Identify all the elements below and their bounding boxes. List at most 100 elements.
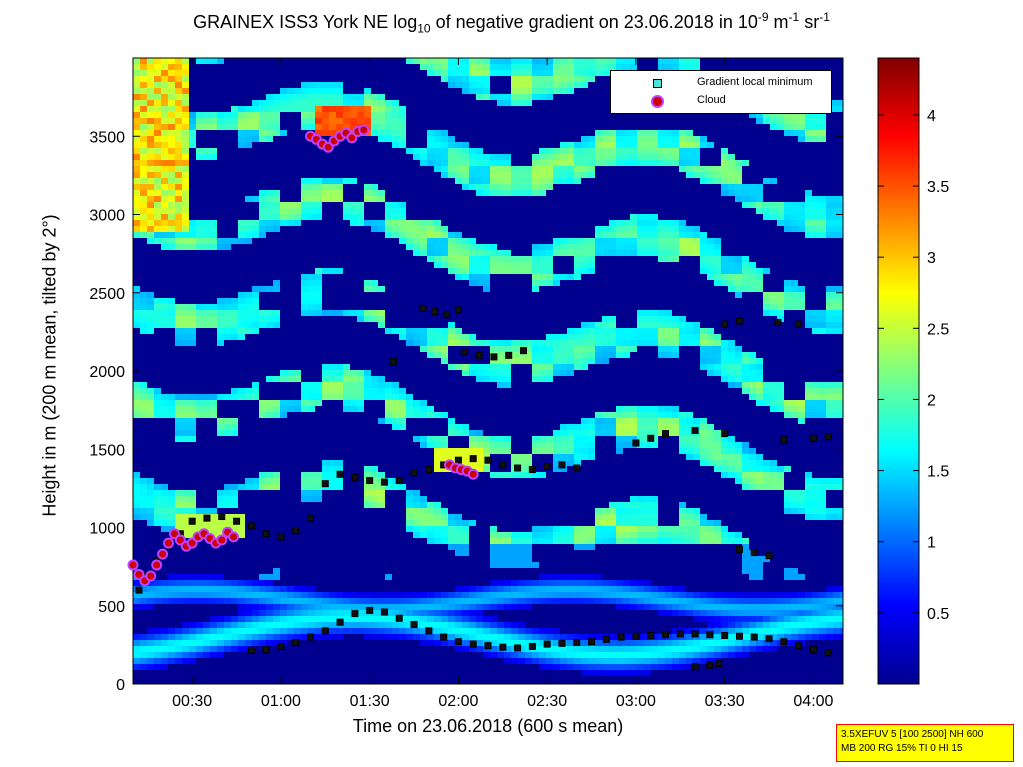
gradient-minimum-point	[735, 545, 743, 553]
gradient-minimum-point	[366, 606, 374, 614]
legend-item-cloud: Cloud	[611, 93, 831, 109]
gradient-minimum-point	[262, 530, 270, 538]
chart-title: GRAINEX ISS3 York NE log10 of negative g…	[193, 10, 830, 36]
gradient-minimum-point	[809, 434, 817, 442]
y-tick-label: 2500	[89, 286, 125, 303]
x-tick-label: 03:30	[705, 693, 745, 710]
gradient-minimum-point	[721, 631, 729, 639]
colorbar	[877, 57, 920, 685]
gradient-minimum-point	[543, 640, 551, 648]
gradient-minimum-point	[484, 456, 492, 464]
colorbar-tick-label: 2	[927, 392, 936, 409]
gradient-minimum-point	[795, 320, 803, 328]
gradient-minimum-point	[454, 306, 462, 314]
gradient-minimum-point	[505, 351, 513, 359]
legend-label: Gradient local minimum	[697, 76, 813, 88]
gradient-minimum-point	[691, 426, 699, 434]
gradient-minimum-point	[395, 614, 403, 622]
gradient-minimum-point	[528, 466, 536, 474]
gradient-minimum-point	[277, 642, 285, 650]
gradient-minimum-point	[484, 642, 492, 650]
colorbar-tick-label: 4	[927, 108, 936, 125]
colorbar-tick-label: 3.5	[927, 179, 949, 196]
markers-layer	[127, 124, 832, 671]
gradient-minimum-point	[395, 477, 403, 485]
gradient-minimum-point	[336, 618, 344, 626]
gradient-minimum-point	[765, 635, 773, 643]
gradient-minimum-point	[366, 477, 374, 485]
gradient-minimum-point	[573, 639, 581, 647]
y-tick-label: 500	[98, 599, 125, 616]
square-marker-icon	[653, 79, 662, 88]
gradient-minimum-point	[765, 552, 773, 560]
heatmap-field	[133, 58, 843, 684]
gradient-minimum-point	[203, 514, 211, 522]
x-tick-label: 01:30	[350, 693, 390, 710]
gradient-minimum-point	[706, 631, 714, 639]
gradient-minimum-point	[721, 320, 729, 328]
gradient-minimum-point	[188, 517, 196, 525]
x-tick-label: 02:00	[438, 693, 478, 710]
legend: Gradient local minimum Cloud	[610, 70, 832, 114]
gradient-minimum-point	[706, 661, 714, 669]
gradient-minimum-point	[292, 639, 300, 647]
gradient-minimum-point	[662, 631, 669, 639]
x-tick-label: 02:30	[527, 693, 567, 710]
gradient-minimum-point	[750, 633, 758, 641]
cloud-point	[151, 559, 163, 571]
gradient-minimum-point	[558, 461, 566, 469]
gradient-minimum-point	[321, 627, 329, 635]
gradient-minimum-point	[380, 478, 388, 486]
y-axis-label: Height in m (200 m mean, tilted by 2°)	[39, 214, 60, 517]
info-box: 3.5XEFUV 5 [100 2500] NH 600 MB 200 RG 1…	[836, 724, 1014, 762]
gradient-minimum-point	[735, 632, 743, 640]
gradient-minimum-point	[277, 533, 285, 541]
x-tick-label: 03:00	[616, 693, 656, 710]
gradient-minimum-point	[380, 608, 388, 616]
cloud-point	[127, 559, 139, 571]
gradient-minimum-point	[647, 434, 655, 442]
gradient-minimum-point	[410, 621, 418, 629]
gradient-minimum-point	[307, 514, 314, 522]
gradient-minimum-point	[514, 644, 522, 652]
cloud-point	[157, 548, 169, 560]
gradient-minimum-point	[662, 430, 669, 438]
y-tick-label: 1000	[89, 521, 125, 538]
gradient-minimum-point	[460, 348, 468, 356]
colorbar-axis: 0.5 1 1.5 2 2.5 3 3.5 4	[878, 108, 949, 623]
gradient-minimum-point	[454, 638, 462, 646]
gradient-minimum-point	[632, 632, 640, 640]
x-tick-label: 00:30	[172, 693, 212, 710]
gradient-minimum-point	[351, 610, 359, 618]
gradient-minimum-point	[469, 455, 477, 463]
gradient-minimum-point	[419, 304, 427, 312]
gradient-minimum-point	[135, 586, 143, 594]
cloud-point	[358, 124, 370, 136]
info-line-2: MB 200 RG 15% TI 0 HI 15	[841, 743, 963, 754]
gradient-minimum-point	[233, 517, 241, 525]
colorbar-tick-label: 3	[927, 250, 936, 267]
gradient-minimum-point	[490, 353, 498, 361]
cloud-point	[145, 570, 157, 582]
gradient-minimum-point	[247, 522, 255, 530]
y-tick-label: 3500	[89, 129, 125, 146]
colorbar-tick-label: 2.5	[927, 321, 949, 338]
gradient-minimum-point	[499, 643, 507, 651]
gradient-minimum-point	[454, 456, 462, 464]
gradient-minimum-point	[389, 358, 397, 366]
gradient-minimum-point	[475, 351, 483, 359]
gradient-minimum-point	[431, 308, 439, 316]
gradient-minimum-point	[573, 464, 581, 472]
gradient-minimum-point	[780, 436, 788, 444]
cloud-point	[467, 468, 479, 480]
x-tick-label: 01:00	[261, 693, 301, 710]
gradient-minimum-point	[410, 469, 418, 477]
gradient-minimum-point	[715, 660, 723, 668]
gradient-minimum-point	[774, 318, 782, 326]
gradient-minimum-point	[543, 462, 551, 470]
gradient-minimum-point	[558, 639, 566, 647]
gradient-minimum-point	[735, 317, 743, 325]
gradient-minimum-point	[691, 630, 699, 638]
x-axis: 00:30 01:00 01:30 02:00 02:30 03:00 03:30 04:00	[172, 58, 834, 710]
legend-item-gradient: Gradient local minimum	[611, 75, 831, 91]
